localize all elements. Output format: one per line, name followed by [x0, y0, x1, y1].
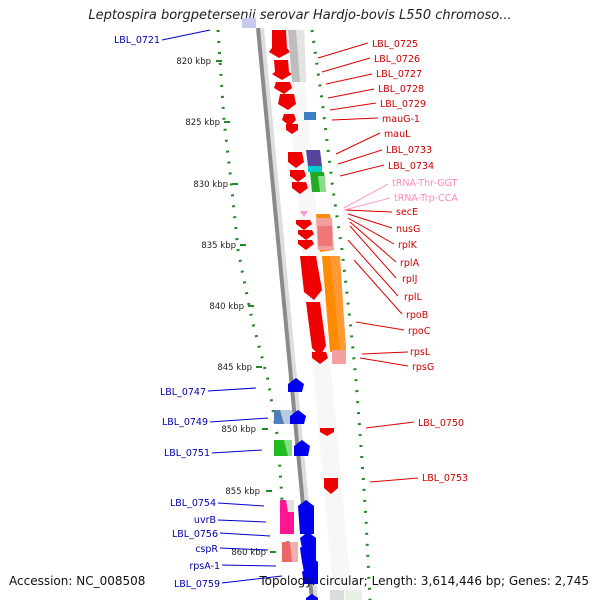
label-LBL_0751: LBL_0751 [164, 448, 210, 459]
tick-marks [216, 60, 276, 553]
left-leader-lines [161, 29, 283, 584]
label-rplA: rplA [400, 258, 420, 269]
label-LBL_0756: LBL_0756 [172, 529, 218, 540]
tick-820: 820 kbp [176, 57, 211, 67]
label-LBL_0729: LBL_0729 [380, 99, 426, 110]
label-LBL_0734: LBL_0734 [388, 161, 434, 172]
accession-text: Accession: NC_008508 [9, 574, 146, 588]
trna-leader-lines [343, 183, 391, 211]
genome-summary-text: Topology: circular; Length: 3,614,446 bp… [259, 574, 589, 588]
tick-855: 855 kbp [225, 487, 260, 497]
label-LBL_0747: LBL_0747 [160, 387, 206, 398]
label-rpoC: rpoC [408, 326, 431, 337]
forward-strand-genes [288, 378, 318, 600]
label-LBL_0726: LBL_0726 [374, 54, 420, 65]
right-leader-lines [317, 42, 419, 483]
label-mauL: mauL [384, 129, 411, 140]
gc-content-right-track [310, 29, 372, 600]
tick-850: 850 kbp [221, 425, 256, 435]
label-secE: secE [396, 207, 418, 218]
label-tRNA-Thr-GGT: tRNA-Thr-GGT [392, 178, 458, 189]
label-rpoB: rpoB [406, 310, 428, 321]
label-rplJ: rplJ [402, 274, 417, 285]
label-LBL_0725: LBL_0725 [372, 39, 418, 50]
label-LBL_0753: LBL_0753 [422, 473, 468, 484]
label-nusG: nusG [396, 224, 420, 235]
label-mauG-1: mauG-1 [382, 114, 420, 125]
tick-845: 845 kbp [217, 363, 252, 373]
label-rplL: rplL [404, 292, 423, 303]
label-LBL_0754: LBL_0754 [170, 498, 216, 509]
label-rpsA-1: rpsA-1 [189, 561, 220, 572]
tick-labels: 820 kbp 825 kbp 830 kbp 835 kbp 840 kbp … [176, 57, 266, 558]
label-LBL_0721: LBL_0721 [114, 35, 160, 46]
label-LBL_0727: LBL_0727 [376, 69, 422, 80]
label-LBL_0750: LBL_0750 [418, 418, 464, 429]
label-rpsL: rpsL [410, 347, 431, 358]
label-rplK: rplK [398, 240, 418, 251]
label-cspR: cspR [195, 544, 218, 555]
reverse-strand-genes [269, 30, 338, 494]
tick-835: 835 kbp [201, 241, 236, 251]
label-tRNA-Trp-CCA: tRNA-Trp-CCA [394, 193, 458, 204]
label-LBL_0759: LBL_0759 [174, 579, 220, 590]
tick-830: 830 kbp [193, 180, 228, 190]
tick-860: 860 kbp [231, 548, 266, 558]
map-title: Leptospira borgpetersenii serovar Hardjo… [88, 8, 512, 23]
gc-content-left-track [216, 29, 292, 561]
label-LBL_0749: LBL_0749 [162, 417, 208, 428]
misc-feature-blocks [242, 18, 362, 600]
label-rpsG: rpsG [412, 362, 434, 373]
label-LBL_0728: LBL_0728 [378, 84, 424, 95]
label-LBL_0733: LBL_0733 [386, 145, 432, 156]
label-uvrB: uvrB [194, 515, 216, 526]
left-labels: LBL_0721 LBL_0747 LBL_0749 LBL_0751 LBL_… [114, 35, 220, 590]
tick-840: 840 kbp [209, 302, 244, 312]
right-labels: LBL_0725 LBL_0726 LBL_0727 LBL_0728 LBL_… [372, 39, 468, 484]
tick-825: 825 kbp [185, 118, 220, 128]
